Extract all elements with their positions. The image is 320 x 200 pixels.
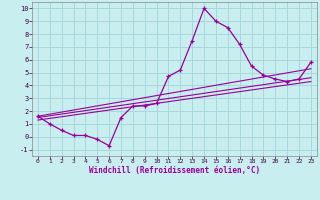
X-axis label: Windchill (Refroidissement éolien,°C): Windchill (Refroidissement éolien,°C) [89,166,260,175]
